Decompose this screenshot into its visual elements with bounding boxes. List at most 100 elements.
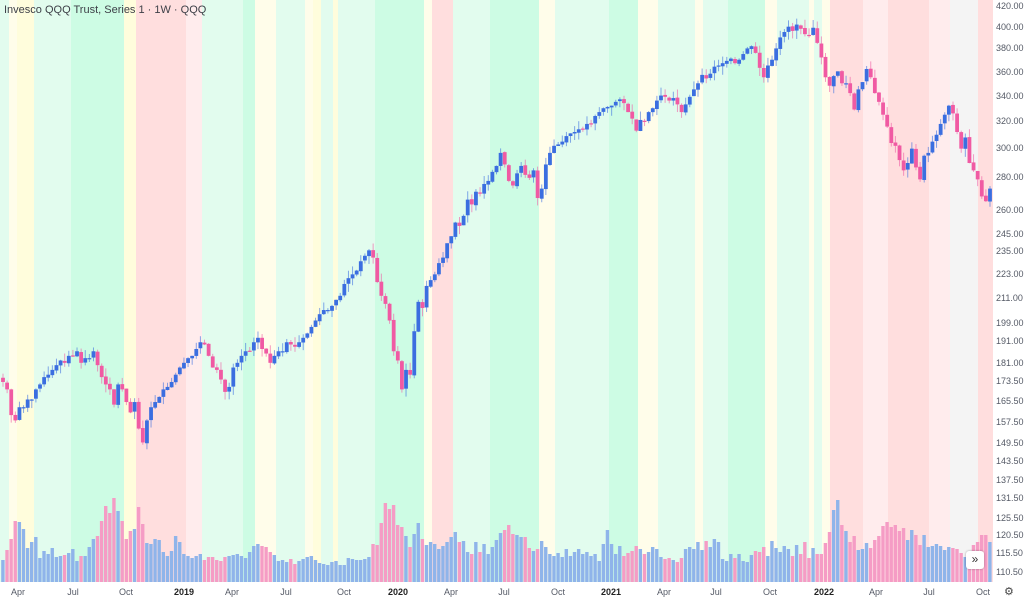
candle[interactable] <box>539 184 544 203</box>
candle[interactable] <box>918 161 922 182</box>
candle[interactable] <box>325 308 330 314</box>
candle[interactable] <box>13 411 18 423</box>
candle[interactable] <box>803 19 807 37</box>
candle[interactable] <box>247 346 252 352</box>
candle[interactable] <box>720 56 725 75</box>
candle[interactable] <box>556 142 561 146</box>
candle[interactable] <box>432 271 437 283</box>
candle[interactable] <box>790 22 795 39</box>
candle[interactable] <box>288 340 293 351</box>
candle[interactable] <box>453 221 458 240</box>
candle[interactable] <box>515 169 519 189</box>
candle[interactable] <box>469 194 474 213</box>
candle[interactable] <box>124 388 129 406</box>
candle[interactable] <box>733 56 737 65</box>
candle[interactable] <box>194 342 199 359</box>
candle[interactable] <box>946 104 951 122</box>
candle[interactable] <box>749 45 754 55</box>
candle[interactable] <box>856 86 861 113</box>
candle[interactable] <box>909 142 914 164</box>
candle[interactable] <box>457 217 462 235</box>
candle[interactable] <box>182 357 186 370</box>
candle[interactable] <box>597 107 602 119</box>
candle[interactable] <box>214 363 219 374</box>
candle[interactable] <box>778 30 783 56</box>
candle[interactable] <box>901 152 906 176</box>
candle[interactable] <box>893 136 898 153</box>
candle[interactable] <box>428 276 433 289</box>
candle[interactable] <box>914 144 918 171</box>
candle[interactable] <box>145 419 149 450</box>
candle[interactable] <box>564 131 569 147</box>
candle[interactable] <box>527 170 532 181</box>
candle[interactable] <box>692 81 696 97</box>
candle[interactable] <box>560 135 565 148</box>
candle[interactable] <box>922 154 927 183</box>
candle[interactable] <box>112 389 116 408</box>
candle[interactable] <box>284 338 289 354</box>
candle[interactable] <box>494 165 499 175</box>
candle[interactable] <box>103 368 108 393</box>
candle[interactable] <box>967 129 972 164</box>
candle[interactable] <box>716 59 721 72</box>
candle[interactable] <box>321 302 326 315</box>
candle[interactable] <box>186 357 190 368</box>
candle[interactable] <box>338 292 343 303</box>
candle[interactable] <box>926 146 931 163</box>
candle[interactable] <box>478 187 482 197</box>
candle[interactable] <box>157 396 162 404</box>
candle[interactable] <box>844 75 848 89</box>
candle[interactable] <box>198 336 203 354</box>
candle[interactable] <box>342 279 347 298</box>
candle[interactable] <box>272 350 277 365</box>
candle[interactable] <box>683 97 688 116</box>
candle[interactable] <box>934 130 939 148</box>
candle[interactable] <box>712 60 717 81</box>
candle[interactable] <box>280 343 285 357</box>
candle[interactable] <box>815 21 820 45</box>
candle[interactable] <box>831 74 836 94</box>
candle[interactable] <box>646 111 651 124</box>
candle[interactable] <box>173 372 178 385</box>
candle[interactable] <box>383 293 388 309</box>
candle[interactable] <box>219 362 223 385</box>
candle[interactable] <box>177 366 182 376</box>
candle[interactable] <box>502 151 507 168</box>
candle[interactable] <box>482 176 487 199</box>
candle[interactable] <box>317 307 322 326</box>
chart-settings-button[interactable]: ⚙ <box>1004 585 1014 598</box>
candle[interactable] <box>412 323 417 379</box>
candle[interactable] <box>42 371 47 387</box>
candle[interactable] <box>350 266 355 286</box>
candle[interactable] <box>38 382 42 393</box>
candle[interactable] <box>552 139 556 154</box>
candle[interactable] <box>437 258 441 277</box>
candle[interactable] <box>617 97 622 108</box>
candle[interactable] <box>346 270 351 292</box>
candle[interactable] <box>798 24 803 35</box>
candle[interactable] <box>116 382 121 409</box>
candle[interactable] <box>531 168 536 183</box>
candle[interactable] <box>227 382 232 400</box>
candle[interactable] <box>330 304 334 318</box>
candle[interactable] <box>54 358 59 374</box>
candle[interactable] <box>71 349 75 358</box>
candle[interactable] <box>840 70 844 86</box>
candle[interactable] <box>83 350 88 366</box>
candle[interactable] <box>268 345 273 369</box>
candle[interactable] <box>638 111 643 132</box>
candle[interactable] <box>416 299 421 333</box>
candle[interactable] <box>313 317 318 328</box>
candle[interactable] <box>930 135 935 154</box>
candle[interactable] <box>963 133 968 157</box>
candle[interactable] <box>375 253 380 284</box>
candle[interactable] <box>794 18 799 39</box>
candle[interactable] <box>58 359 63 374</box>
candle[interactable] <box>206 343 211 357</box>
candle[interactable] <box>609 105 614 116</box>
candle[interactable] <box>334 299 339 310</box>
candle[interactable] <box>511 180 515 189</box>
candle[interactable] <box>630 104 635 125</box>
candle[interactable] <box>309 324 314 337</box>
candle[interactable] <box>761 63 766 83</box>
